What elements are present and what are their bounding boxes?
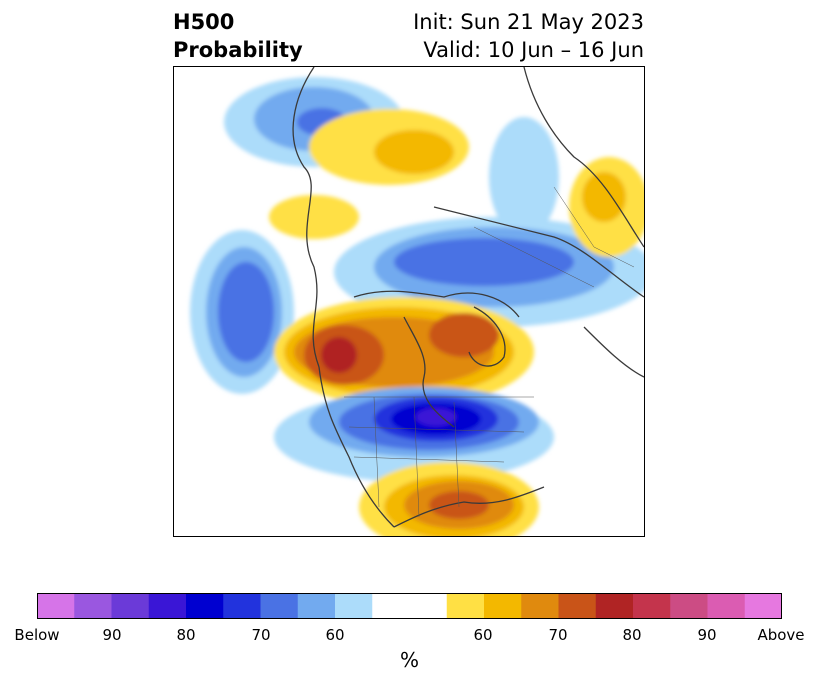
anomaly-above-europe (569, 157, 644, 257)
colorbar-segment (484, 593, 522, 619)
title-line-1: H500 (173, 10, 235, 34)
colorbar-segment (595, 593, 634, 619)
colorbar-segment (335, 593, 373, 619)
colorbar-segment (260, 593, 299, 619)
colorbar-segment (297, 593, 336, 619)
date-info: Init: Sun 21 May 2023 Valid: 10 Jun – 16… (413, 8, 644, 64)
colorbar-tick-label: 60 (325, 626, 345, 644)
anomaly-below-great-lakes (274, 387, 554, 482)
title-line-2: Probability (173, 38, 303, 62)
political-borders (344, 186, 635, 518)
map-canvas (190, 67, 644, 536)
colorbar-border (37, 593, 782, 619)
colorbar-tick-label: 60 (473, 626, 493, 644)
colorbar-unit: % (399, 648, 419, 672)
colorbar-tick-label: 70 (251, 626, 271, 644)
colorbar-segment (223, 593, 261, 619)
colorbar-tick-labels: Below 90 80 70 60 60 70 80 90 Above (0, 626, 819, 646)
colorbar-segment (372, 593, 448, 619)
colorbar-segment (74, 593, 112, 619)
colorbar-segment (633, 593, 671, 619)
colorbar-segment (521, 593, 559, 619)
colorbar-tick-label: 80 (176, 626, 196, 644)
colorbar-segment (670, 593, 708, 619)
colorbar-tick-label: 90 (102, 626, 122, 644)
anomaly-above-west-na (274, 297, 534, 407)
colorbar-tick-label: 80 (622, 626, 642, 644)
colorbar-tick-label: Above (757, 626, 805, 644)
colorbar-segment (111, 593, 150, 619)
map-title: H500 Probability (173, 8, 303, 64)
colorbar-segment (148, 593, 187, 619)
colorbar-segment (446, 593, 485, 619)
colorbar-tick-label: 90 (697, 626, 717, 644)
colorbar-segment (37, 593, 75, 619)
colorbar-tick-label: 70 (548, 626, 568, 644)
init-date-label: Init: Sun 21 May 2023 (413, 10, 644, 34)
colorbar-segment (707, 593, 746, 619)
anomaly-above-siberia (269, 109, 469, 239)
valid-date-label: Valid: 10 Jun – 16 Jun (423, 38, 644, 62)
colorbar-tick-label: Below (14, 626, 60, 644)
probability-map (173, 66, 645, 537)
anomaly-below-pacific (190, 230, 294, 394)
coastlines (292, 67, 644, 528)
colorbar-segment (744, 593, 782, 619)
colorbar-segment (558, 593, 597, 619)
colorbar (37, 593, 782, 619)
colorbar-segment (186, 593, 224, 619)
